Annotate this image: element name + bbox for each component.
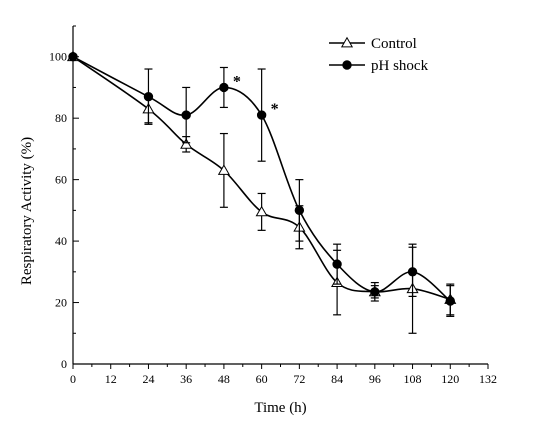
legend-entry: pH shock [329, 58, 429, 74]
y-tick-label: 60 [55, 173, 67, 187]
legend-marker [342, 60, 352, 70]
x-tick-label: 36 [180, 372, 192, 386]
x-tick-label: 0 [70, 372, 76, 386]
series-line [72, 56, 451, 302]
legend-marker [340, 36, 354, 48]
data-point [255, 205, 268, 217]
data-point [407, 267, 418, 277]
series-ph-shock [68, 52, 455, 317]
x-tick-label: 108 [404, 372, 422, 386]
y-tick-label: 40 [55, 234, 67, 248]
series-layer [66, 50, 457, 334]
x-tick-label: 120 [441, 372, 459, 386]
data-point [332, 259, 342, 269]
data-point [445, 296, 455, 306]
data-point [217, 164, 230, 175]
data-point [294, 205, 305, 216]
legend-label: pH shock [371, 58, 429, 74]
y-tick-label: 100 [49, 50, 67, 64]
x-tick-label: 12 [105, 372, 117, 386]
data-point [143, 91, 154, 102]
y-tick-label: 80 [55, 111, 67, 125]
x-axis: 0 12 24 36 48 60 72 84 96 108 120 132 [70, 364, 497, 386]
data-point [370, 287, 380, 297]
significance-asterisk: * [233, 73, 241, 90]
y-tick-label: 0 [61, 357, 67, 371]
y-axis: 0 20 40 60 80 100 [49, 25, 79, 371]
y-axis-title: Respiratory Activity (%) [19, 137, 35, 285]
y-tick-label: 20 [55, 296, 67, 310]
plot-area [72, 26, 488, 365]
x-tick-label: 72 [293, 372, 305, 386]
annotation-layer: ** [233, 73, 279, 118]
data-point [180, 138, 193, 149]
x-tick-label: 132 [479, 372, 497, 386]
x-tick-label: 96 [369, 372, 381, 386]
x-tick-label: 60 [256, 372, 268, 386]
data-point [256, 110, 267, 120]
x-tick-label: 24 [142, 372, 154, 386]
data-point [181, 110, 191, 120]
data-point [68, 52, 78, 62]
legend-entry: Control [329, 36, 417, 52]
legend-label: Control [371, 36, 417, 52]
legend: Control pH shock [329, 36, 429, 74]
significance-asterisk: * [271, 101, 279, 118]
x-axis-title: Time (h) [254, 400, 306, 416]
data-point [219, 82, 229, 93]
x-tick-label: 84 [331, 372, 343, 386]
x-tick-label: 48 [218, 372, 230, 386]
series-line [72, 56, 451, 301]
